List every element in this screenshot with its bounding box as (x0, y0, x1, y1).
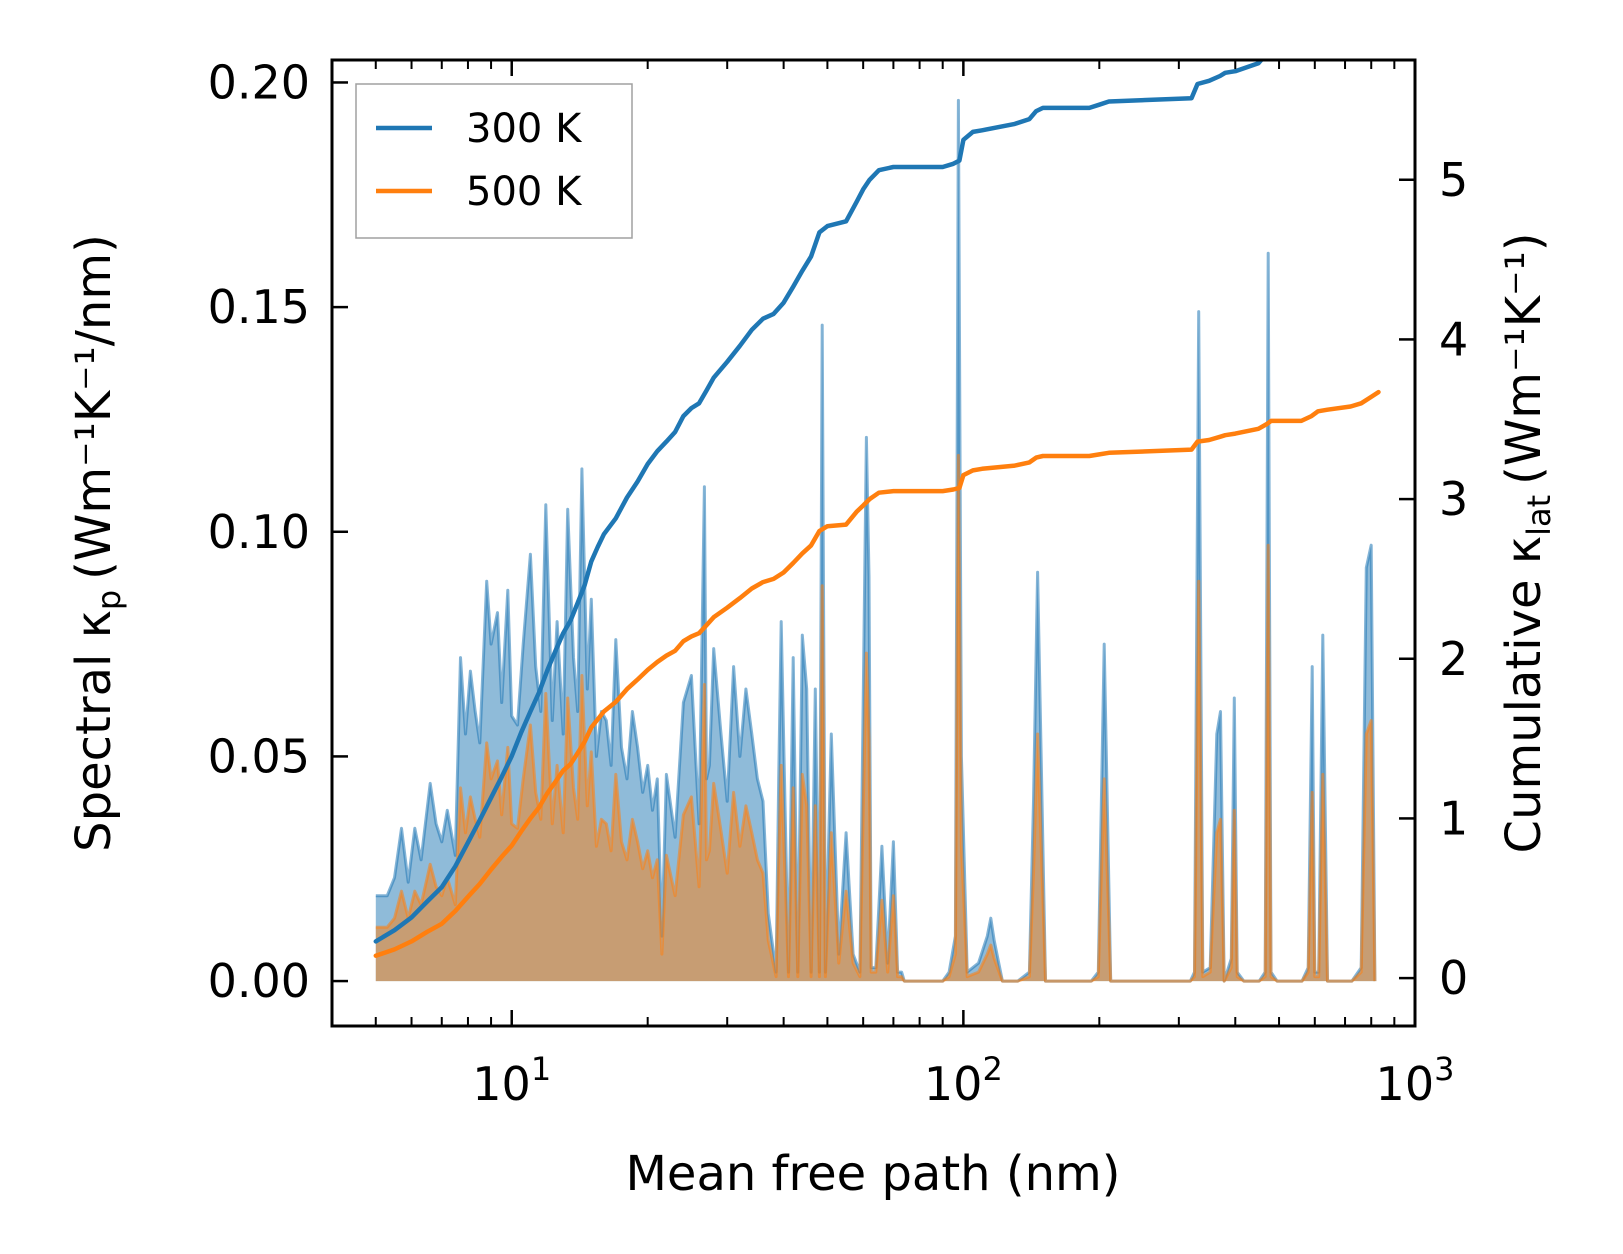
right-y-axis-label-units: (Wm⁻¹K⁻¹) (1496, 233, 1552, 485)
spectral-line-500k (375, 453, 1377, 983)
x-tick-label-exponent: 2 (982, 1050, 1002, 1088)
left-y-tick-label: 0.00 (208, 954, 310, 1008)
x-axis-label: Mean free path (nm) (626, 1146, 1121, 1202)
left-y-axis-label-units: (Wm⁻¹K⁻¹/nm) (66, 234, 122, 580)
left-y-tick-label: 0.20 (208, 55, 310, 109)
left-y-tick-label: 0.05 (208, 729, 310, 783)
right-y-axis-label-prefix: Cumulative κ (1496, 536, 1552, 854)
x-tick-label-exponent: 3 (1434, 1050, 1454, 1088)
right-y-tick-label: 0 (1439, 951, 1468, 1005)
cumulative-line-500k (373, 389, 1381, 958)
x-tick-label-base: 10 (1376, 1057, 1435, 1111)
spectral-area-500k (375, 455, 1375, 982)
x-tick-label-exponent: 1 (531, 1050, 551, 1088)
legend-label-500k: 500 K (466, 169, 583, 215)
left-y-tick-label: 0.10 (208, 505, 310, 559)
right-y-tick-label: 1 (1439, 791, 1468, 845)
x-tick-label-base: 10 (472, 1057, 531, 1111)
right-y-tick-label: 2 (1439, 632, 1468, 686)
plot-frame (330, 58, 1417, 1028)
x-tick-label: 102 (924, 1050, 1003, 1111)
left-y-axis-label-sub: p (90, 590, 128, 610)
right-y-axis-label: Cumulative κlat (Wm⁻¹K⁻¹) (1496, 233, 1558, 854)
legend-box (355, 83, 633, 239)
left-y-axis-label-prefix: Spectral κ (66, 610, 122, 852)
right-y-axis-label-sub: lat (1520, 495, 1558, 536)
x-tick-label-base: 10 (924, 1057, 983, 1111)
left-y-tick-label: 0.15 (208, 280, 310, 334)
right-y-tick-label: 4 (1439, 312, 1468, 366)
right-y-tick-label: 5 (1439, 153, 1468, 207)
x-tick-label: 101 (472, 1050, 551, 1111)
x-tick-label: 103 (1376, 1050, 1455, 1111)
left-y-axis-label: Spectral κp (Wm⁻¹K⁻¹/nm) (66, 234, 128, 852)
cumulative-line-layer (373, 60, 1381, 958)
right-y-tick-label: 3 (1439, 472, 1468, 526)
cumulative-line-300k (373, 60, 1265, 944)
spectral-area-layer (375, 98, 1377, 983)
legend-label-300k: 300 K (466, 106, 583, 152)
axis-labels: Mean free path (nm) Spectral κp (Wm⁻¹K⁻¹/… (66, 233, 1558, 1202)
legend: 300 K 500 K (355, 83, 633, 239)
